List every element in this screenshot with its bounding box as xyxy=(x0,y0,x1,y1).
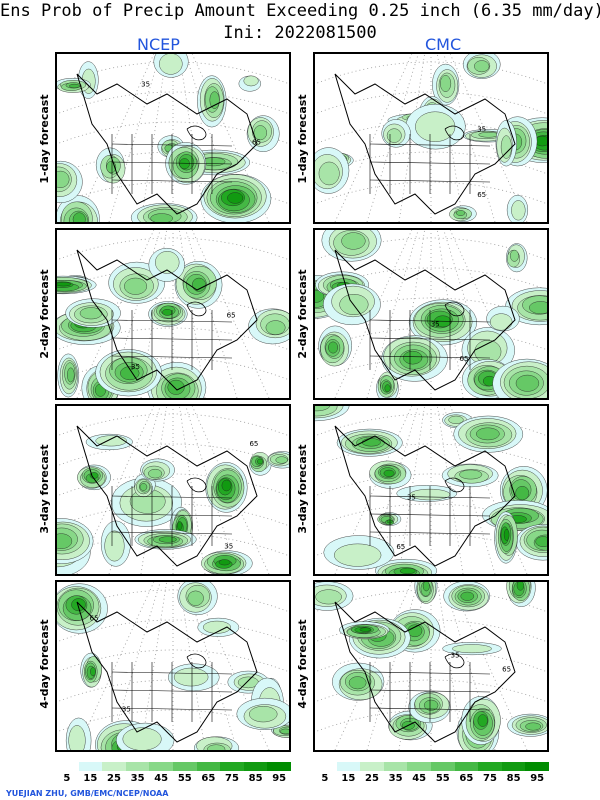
legend-tick-label: 55 xyxy=(177,773,192,784)
legend-tick-label: 85 xyxy=(248,773,263,784)
precip-map: 35 65 xyxy=(315,406,547,574)
contour-label: 35 xyxy=(477,125,486,133)
map-panel-ncep-day3: 35 65 xyxy=(55,404,291,576)
precip-map: 35 65 xyxy=(57,54,289,222)
legend-tick-label: 35 xyxy=(130,773,145,784)
legend-tick-label: 65 xyxy=(201,773,216,784)
map-panel-cmc-day2: 35 65 xyxy=(313,228,549,400)
legend-swatch xyxy=(125,762,150,771)
legend-swatch xyxy=(220,762,244,771)
legend-tick-label: 25 xyxy=(107,773,121,784)
contour-label: 35 xyxy=(431,321,440,329)
legend-tick-label: 35 xyxy=(388,773,403,784)
legend-swatch xyxy=(149,762,173,771)
legend-swatch xyxy=(55,762,79,771)
precip-map: 35 65 xyxy=(57,406,289,574)
legend-tick-label: 5 xyxy=(321,773,329,784)
map-panel-cmc-day3: 35 65 xyxy=(313,404,549,576)
legend-swatch xyxy=(267,762,291,771)
legend-tick-label: 85 xyxy=(506,773,521,784)
contour-label: 65 xyxy=(252,139,261,147)
column-header-cmc: CMC xyxy=(425,35,462,54)
legend-tick-label: 95 xyxy=(272,773,287,784)
precip-map: 35 65 xyxy=(315,230,547,398)
contour-label: 65 xyxy=(460,355,469,363)
legend-swatch xyxy=(383,762,408,771)
row-label-4day-cmc: 4-day forecast xyxy=(296,619,309,709)
legend-swatch xyxy=(454,762,479,771)
legend-tick-label: 75 xyxy=(225,773,239,784)
legend-swatch xyxy=(196,762,221,771)
legend-tick-label: 5 xyxy=(63,773,71,784)
precip-map: 35 65 xyxy=(57,230,289,398)
contour-label: 65 xyxy=(227,312,236,320)
row-label-2day-cmc: 2-day forecast xyxy=(296,269,309,359)
contour-label: 35 xyxy=(122,705,131,713)
legend-tick-label: 55 xyxy=(435,773,450,784)
map-panel-ncep-day4: 35 65 xyxy=(55,580,291,752)
row-label-1day: 1-day forecast xyxy=(38,94,51,184)
contour-label: 35 xyxy=(141,81,150,89)
contour-label: 65 xyxy=(502,665,511,673)
contour-label: 65 xyxy=(249,440,258,448)
map-panel-ncep-day2: 35 65 xyxy=(55,228,291,400)
row-label-3day: 3-day forecast xyxy=(38,444,51,534)
legend-tick-label: 95 xyxy=(530,773,545,784)
legend-swatch xyxy=(360,762,384,771)
contour-label: 35 xyxy=(131,363,140,371)
precip-map: 35 65 xyxy=(315,54,547,222)
precip-map: 35 65 xyxy=(57,582,289,750)
map-panel-cmc-day1: 35 65 xyxy=(313,52,549,224)
contour-label: 35 xyxy=(224,542,233,550)
init-time: Ini: 2022081500 xyxy=(223,23,377,43)
precip-map: 35 65 xyxy=(315,582,547,750)
contour-label: 35 xyxy=(451,652,460,660)
legend-swatch xyxy=(336,762,361,771)
contour-label: 65 xyxy=(396,543,405,551)
legend-swatch xyxy=(478,762,502,771)
map-panel-cmc-day4: 35 65 xyxy=(313,580,549,752)
legend-swatch xyxy=(78,762,103,771)
legend-tick-label: 25 xyxy=(365,773,379,784)
color-legend-cmc xyxy=(313,762,549,771)
credit-line: YUEJIAN ZHU, GMB/EMC/NCEP/NOAA xyxy=(6,789,169,798)
contour-label: 65 xyxy=(90,614,99,622)
figure-title: Ens Prob of Precip Amount Exceeding 0.25… xyxy=(0,1,600,21)
column-header-ncep: NCEP xyxy=(137,35,180,54)
legend-swatch xyxy=(430,762,455,771)
row-label-3day-cmc: 3-day forecast xyxy=(296,444,309,534)
legend-swatch xyxy=(172,762,197,771)
row-label-2day: 2-day forecast xyxy=(38,269,51,359)
legend-tick-label: 15 xyxy=(341,773,356,784)
contour-label: 35 xyxy=(407,493,416,501)
legend-swatch xyxy=(407,762,431,771)
legend-swatch xyxy=(313,762,337,771)
map-panel-ncep-day1: 35 65 xyxy=(55,52,291,224)
legend-swatch xyxy=(102,762,126,771)
legend-tick-label: 65 xyxy=(459,773,474,784)
color-legend-ncep xyxy=(55,762,291,771)
legend-tick-label: 75 xyxy=(483,773,497,784)
legend-swatch xyxy=(525,762,549,771)
legend-tick-label: 15 xyxy=(83,773,98,784)
legend-tick-label: 45 xyxy=(412,773,427,784)
legend-tick-label: 45 xyxy=(154,773,169,784)
contour-label: 65 xyxy=(477,191,486,199)
legend-swatch xyxy=(243,762,268,771)
row-label-1day-cmc: 1-day forecast xyxy=(296,94,309,184)
legend-swatch xyxy=(501,762,526,771)
row-label-4day: 4-day forecast xyxy=(38,619,51,709)
